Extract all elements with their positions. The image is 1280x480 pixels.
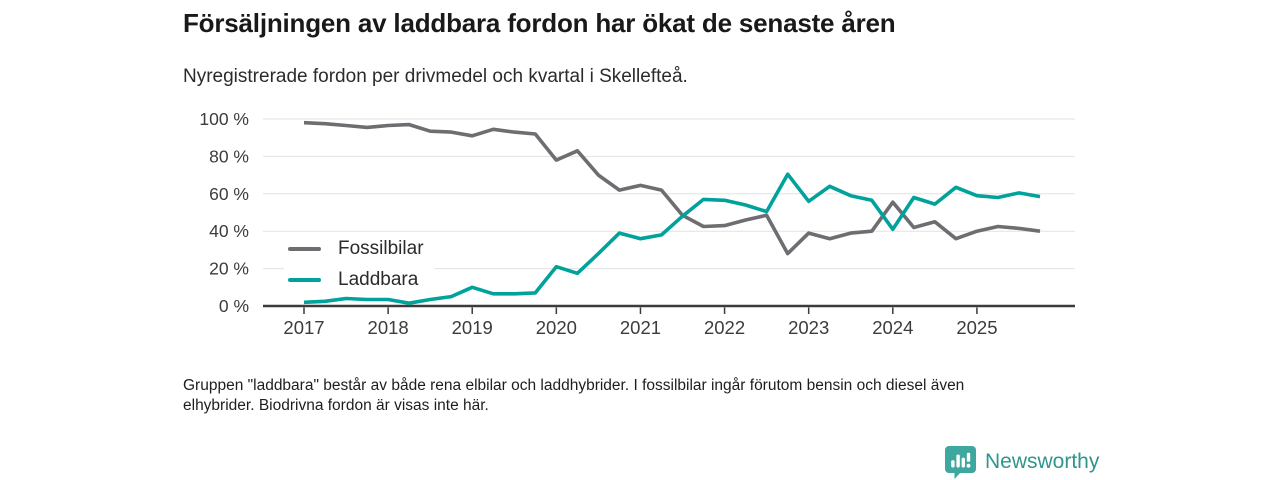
x-tick-label: 2019	[452, 317, 493, 338]
exclamation-bar	[966, 452, 971, 462]
footnote-line-1: Gruppen "laddbara" består av både rena e…	[183, 377, 965, 394]
x-tick-label: 2021	[620, 317, 661, 338]
chart-title: Försäljningen av laddbara fordon har öka…	[183, 8, 896, 38]
legend-item-laddbara: Laddbara	[288, 269, 424, 291]
x-tick-label: 2023	[788, 317, 829, 338]
y-tick-label: 80 %	[209, 146, 249, 166]
y-tick-label: 60 %	[209, 184, 249, 204]
newsworthy-branding: Newsworthy	[944, 445, 1099, 479]
x-tick-label: 2018	[368, 317, 409, 338]
legend-item-fossilbilar: Fossilbilar	[288, 238, 424, 260]
chart-subtitle: Nyregistrerade fordon per drivmedel och …	[183, 66, 688, 87]
legend-label-fossilbilar: Fossilbilar	[338, 238, 424, 259]
exclamation-dot	[966, 463, 971, 468]
legend-label-laddbara: Laddbara	[338, 269, 419, 290]
chart-footnote: Gruppen "laddbara" består av både rena e…	[183, 376, 964, 416]
laddbara-line-swatch	[288, 278, 321, 282]
branding-name: Newsworthy	[985, 450, 1100, 473]
y-tick-label: 20 %	[209, 259, 249, 279]
series-line-laddbara	[303, 172, 1041, 305]
x-tick-label: 2025	[956, 317, 997, 338]
newsworthy-bar-chart-pin-icon	[945, 446, 976, 479]
y-tick-label: 100 %	[199, 109, 249, 129]
x-tick-label: 2017	[283, 317, 324, 338]
bar-2	[956, 454, 960, 468]
y-tick-label: 40 %	[209, 221, 249, 241]
x-tick-label: 2020	[536, 317, 577, 338]
pin-shape	[945, 446, 976, 479]
chart-legend: Fossilbilar Laddbara	[284, 236, 434, 295]
fossilbilar-line-swatch	[288, 247, 321, 251]
footnote-line-2: elhybrider. Biodrivna fordon är visas in…	[183, 397, 489, 414]
x-tick-label: 2024	[872, 317, 913, 338]
series-line-fossilbilar	[303, 120, 1041, 256]
x-tick-label: 2022	[704, 317, 745, 338]
y-tick-label: 0 %	[219, 296, 249, 316]
bar-1	[951, 460, 955, 468]
bar-3	[961, 457, 965, 468]
